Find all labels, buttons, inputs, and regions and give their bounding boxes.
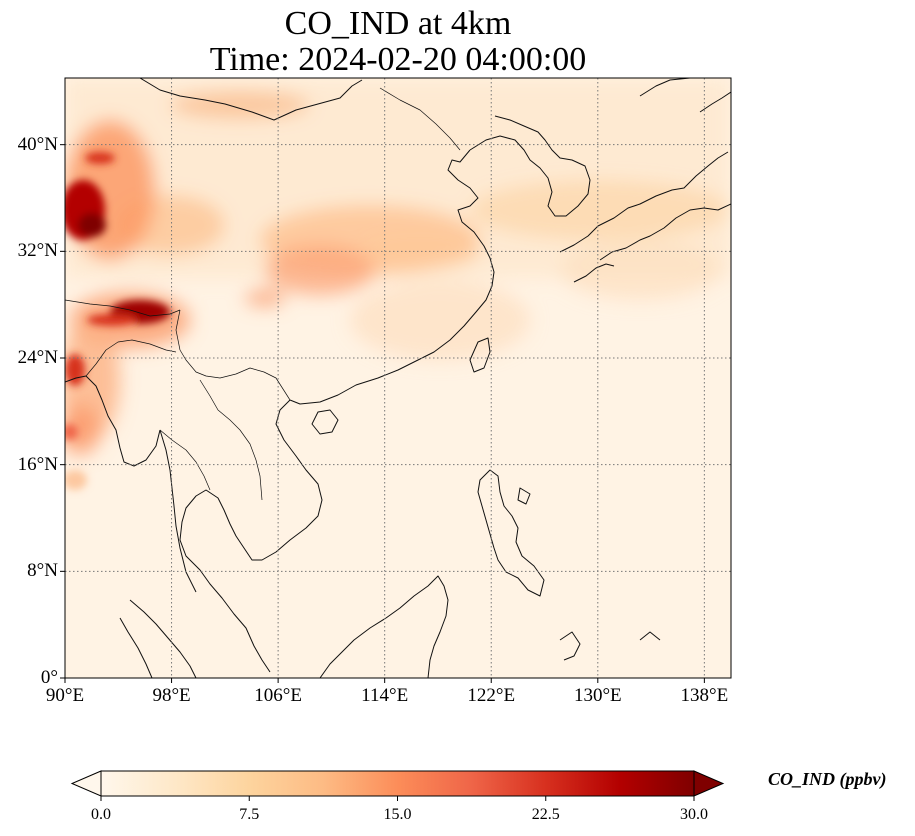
lon-tick-label: 122°E	[467, 685, 516, 706]
lon-tick-label: 138°E	[680, 685, 729, 706]
lon-tick-label: 106°E	[254, 685, 302, 706]
colorbar-tick-label: 7.5	[239, 806, 260, 823]
lat-tick-label: 16°N	[17, 453, 58, 475]
graticule	[65, 78, 731, 678]
colorbar-tick-label: 0.0	[91, 806, 111, 823]
axis-ticks	[60, 144, 705, 683]
lon-tick-label: 114°E	[361, 685, 409, 706]
colorbar-over-arrow	[693, 770, 725, 797]
lon-tick-label: 130°E	[573, 685, 622, 706]
colorbar-under-arrow	[70, 770, 102, 797]
colorbar-tick-label: 30.0	[680, 806, 708, 823]
lon-tick-label: 90°E	[45, 685, 85, 706]
colorbar-tick-label: 15.0	[383, 806, 412, 823]
lat-tick-label: 0°	[40, 667, 58, 688]
lat-tick-label: 8°N	[27, 560, 58, 582]
colorbar-gradient	[101, 771, 694, 796]
hotspot-field	[65, 152, 170, 490]
lat-tick-label: 32°N	[17, 240, 58, 262]
map-frame	[64, 77, 732, 679]
lat-tick-label: 24°N	[17, 347, 58, 368]
map-panel	[65, 78, 731, 678]
colorbar-tick-label: 22.5	[531, 806, 560, 823]
map-subtitle-time: Time: 2024-02-20 04:00:00	[209, 41, 587, 78]
coastlines	[65, 78, 731, 678]
colorbar-title: CO_IND (ppbv)	[768, 769, 887, 789]
map-title: CO_IND at 4km	[284, 5, 512, 42]
colorbar	[70, 770, 725, 801]
lat-tick-label: 40°N	[17, 133, 58, 155]
lon-tick-label: 98°E	[152, 685, 191, 706]
concentration-field	[65, 78, 731, 455]
